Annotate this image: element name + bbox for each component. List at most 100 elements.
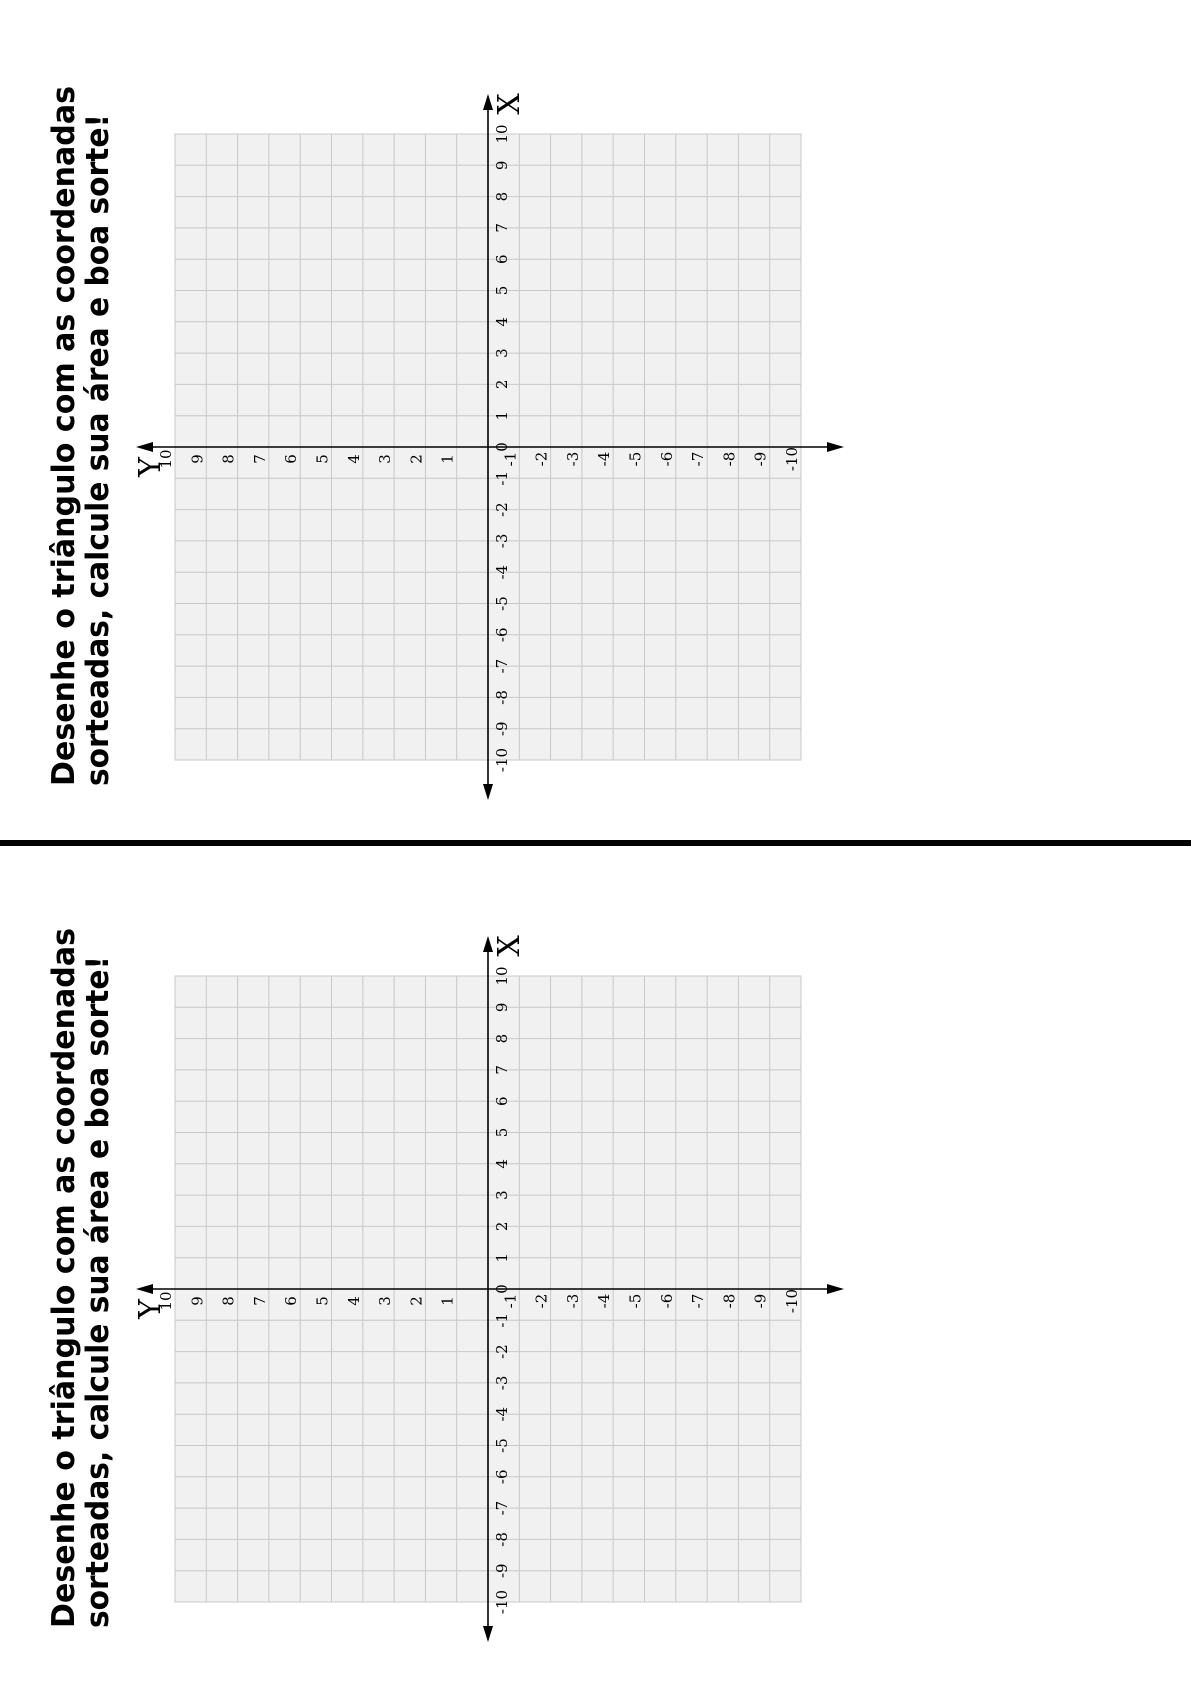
- x-axis-arrow-down-icon: [483, 1626, 493, 1642]
- x-tick-label: -10: [493, 748, 511, 772]
- x-tick-label: 8: [493, 192, 511, 202]
- x-tick-label: -4: [493, 565, 511, 580]
- x-tick-label: 9: [493, 161, 511, 171]
- x-tick-label: 0: [493, 1284, 511, 1294]
- y-tick-label: -2: [533, 1294, 551, 1309]
- y-tick-label: 6: [282, 1296, 300, 1306]
- x-tick-label: 7: [493, 223, 511, 233]
- x-tick-label: -6: [493, 627, 511, 642]
- x-axis-arrow-up-icon: [483, 936, 493, 952]
- x-tick-label: -7: [493, 1501, 511, 1516]
- y-tick-label: 9: [188, 1296, 206, 1306]
- y-tick-label: -3: [564, 1294, 582, 1309]
- x-tick-label: -5: [493, 1438, 511, 1453]
- x-tick-label: 8: [493, 1034, 511, 1044]
- y-tick-label: -8: [720, 1294, 738, 1309]
- x-tick-label: 1: [493, 411, 511, 421]
- x-axis-arrow-up-icon: [483, 94, 493, 110]
- y-tick-label: 3: [376, 1296, 394, 1306]
- y-tick-label: 4: [345, 454, 363, 464]
- page-divider: [0, 840, 1191, 846]
- instruction-line-2: sorteadas, calcule sua área e boa sorte!: [80, 114, 116, 786]
- y-tick-label: 4: [345, 1296, 363, 1306]
- y-tick-label: -3: [564, 452, 582, 467]
- y-tick-label: 2: [407, 454, 425, 464]
- x-tick-label: -9: [493, 1563, 511, 1578]
- x-tick-label: -8: [493, 690, 511, 705]
- y-tick-label: -9: [752, 1294, 770, 1309]
- x-tick-label: -2: [493, 1344, 511, 1359]
- y-tick-label: 7: [251, 454, 269, 464]
- x-tick-label: 4: [493, 317, 511, 327]
- x-tick-label: -1: [493, 1313, 511, 1328]
- x-tick-label: 4: [493, 1159, 511, 1169]
- x-tick-label: -8: [493, 1532, 511, 1547]
- y-tick-label: 10: [157, 449, 175, 468]
- y-tick-label: -4: [595, 1294, 613, 1309]
- y-axis-arrow-right-icon: [827, 442, 844, 452]
- coordinate-plane-top: XY-10-9-8-7-6-5-4-3-2-1012345678910-10-9…: [46, 86, 844, 800]
- y-axis-label: Y: [133, 456, 168, 478]
- y-tick-label: -1: [501, 1294, 519, 1309]
- y-tick-label: -9: [752, 452, 770, 467]
- x-tick-label: -5: [493, 596, 511, 611]
- y-tick-label: 8: [220, 454, 238, 464]
- y-tick-label: -2: [533, 452, 551, 467]
- x-tick-label: 1: [493, 1253, 511, 1263]
- y-tick-label: -5: [627, 452, 645, 467]
- y-axis-label: Y: [133, 1298, 168, 1320]
- x-tick-label: -2: [493, 502, 511, 517]
- x-tick-label: 10: [493, 124, 511, 143]
- x-tick-label: -9: [493, 721, 511, 736]
- y-tick-label: 8: [220, 1296, 238, 1306]
- x-tick-label: -10: [493, 1590, 511, 1614]
- y-axis-arrow-left-icon: [136, 442, 153, 452]
- x-tick-label: 10: [493, 966, 511, 985]
- coordinate-plane-bottom: XY-10-9-8-7-6-5-4-3-2-1012345678910-10-9…: [46, 928, 844, 1642]
- y-tick-label: 9: [188, 454, 206, 464]
- x-tick-label: -6: [493, 1469, 511, 1484]
- y-tick-label: -7: [689, 452, 707, 467]
- x-tick-label: 3: [493, 348, 511, 358]
- worksheet-panel-bottom: X Y -10 -9 -8 -7 -6 -5 -4 -3 -2 -1 0 1 2 3 4 5 6 7 8 9 10 -10 -9…: [0, 842, 1191, 1684]
- x-tick-label: 5: [493, 286, 511, 296]
- y-tick-label: -7: [689, 1294, 707, 1309]
- y-tick-label: 6: [282, 454, 300, 464]
- y-tick-label: -5: [627, 1294, 645, 1309]
- x-tick-label: -1: [493, 471, 511, 486]
- y-tick-label: 7: [251, 1296, 269, 1306]
- y-tick-label: 1: [439, 454, 457, 464]
- x-tick-label: -3: [493, 1376, 511, 1391]
- y-tick-label: 1: [439, 1296, 457, 1306]
- instruction-line-1: Desenhe o triângulo com as coordenadas: [46, 928, 82, 1628]
- y-tick-label: 10: [157, 1291, 175, 1310]
- x-tick-label: -4: [493, 1407, 511, 1422]
- x-tick-label: 6: [493, 1096, 511, 1106]
- y-tick-label: -6: [658, 452, 676, 467]
- x-tick-label: 3: [493, 1190, 511, 1200]
- y-tick-label: 5: [314, 454, 332, 464]
- x-tick-label: 6: [493, 254, 511, 264]
- y-axis-arrow-right-icon: [827, 1284, 844, 1294]
- y-tick-label: 2: [407, 1296, 425, 1306]
- x-axis-label: X: [492, 935, 527, 957]
- instruction-line-1: Desenhe o triângulo com as coordenadas: [46, 86, 82, 786]
- y-tick-label: -10: [783, 447, 801, 471]
- worksheet-panel-top: X Y -10 -9 -8 -7 -6 -5 -4 -3 -2 -1 0 1 2 3 4 5 6 7 8 9 10 -10 -9…: [46, 86, 844, 800]
- y-axis-arrow-left-icon: [136, 1284, 153, 1294]
- y-tick-label: 3: [376, 454, 394, 464]
- instruction-line-2: sorteadas, calcule sua área e boa sorte!: [80, 956, 116, 1628]
- x-axis-label: X: [492, 93, 527, 115]
- y-tick-label: -8: [720, 452, 738, 467]
- x-tick-label: 9: [493, 1003, 511, 1013]
- x-tick-label: 0: [493, 442, 511, 452]
- y-tick-label: -1: [501, 452, 519, 467]
- x-tick-label: -3: [493, 534, 511, 549]
- x-tick-label: 5: [493, 1128, 511, 1138]
- y-tick-label: -10: [783, 1289, 801, 1313]
- x-tick-label: -7: [493, 659, 511, 674]
- x-tick-label: 2: [493, 380, 511, 390]
- y-tick-label: -4: [595, 452, 613, 467]
- x-axis-arrow-down-icon: [483, 784, 493, 800]
- y-tick-label: 5: [314, 1296, 332, 1306]
